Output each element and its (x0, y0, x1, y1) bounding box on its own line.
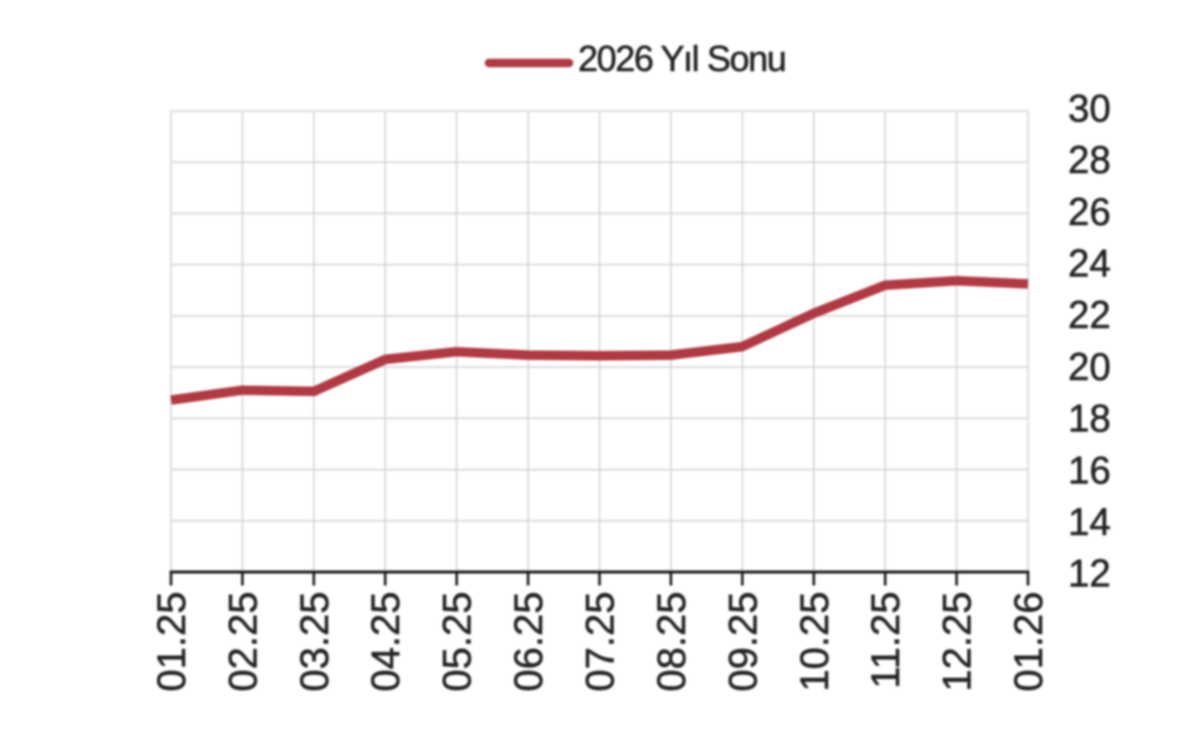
svg-text:02.25: 02.25 (221, 592, 265, 692)
svg-text:11.25: 11.25 (864, 592, 908, 689)
svg-text:30: 30 (1068, 88, 1111, 131)
svg-text:08.25: 08.25 (650, 592, 694, 692)
svg-text:20: 20 (1068, 346, 1111, 389)
svg-text:09.25: 09.25 (721, 592, 765, 692)
svg-text:03.25: 03.25 (293, 592, 337, 692)
svg-text:28: 28 (1068, 139, 1111, 182)
svg-text:01.25: 01.25 (150, 592, 194, 692)
svg-text:06.25: 06.25 (507, 592, 551, 692)
svg-text:05.25: 05.25 (436, 592, 480, 692)
svg-text:10.25: 10.25 (793, 592, 837, 692)
svg-text:14: 14 (1068, 501, 1111, 544)
svg-text:12: 12 (1068, 553, 1111, 596)
svg-text:04.25: 04.25 (364, 592, 408, 692)
svg-text:16: 16 (1068, 449, 1111, 492)
svg-text:24: 24 (1068, 243, 1111, 286)
svg-text:12.25: 12.25 (936, 592, 980, 692)
svg-text:01.26: 01.26 (1007, 592, 1051, 692)
svg-text:26: 26 (1068, 191, 1111, 234)
svg-text:2026 Yıl Sonu: 2026 Yıl Sonu (578, 38, 785, 79)
svg-text:07.25: 07.25 (579, 592, 623, 692)
svg-text:22: 22 (1068, 294, 1111, 337)
svg-text:18: 18 (1068, 398, 1111, 441)
